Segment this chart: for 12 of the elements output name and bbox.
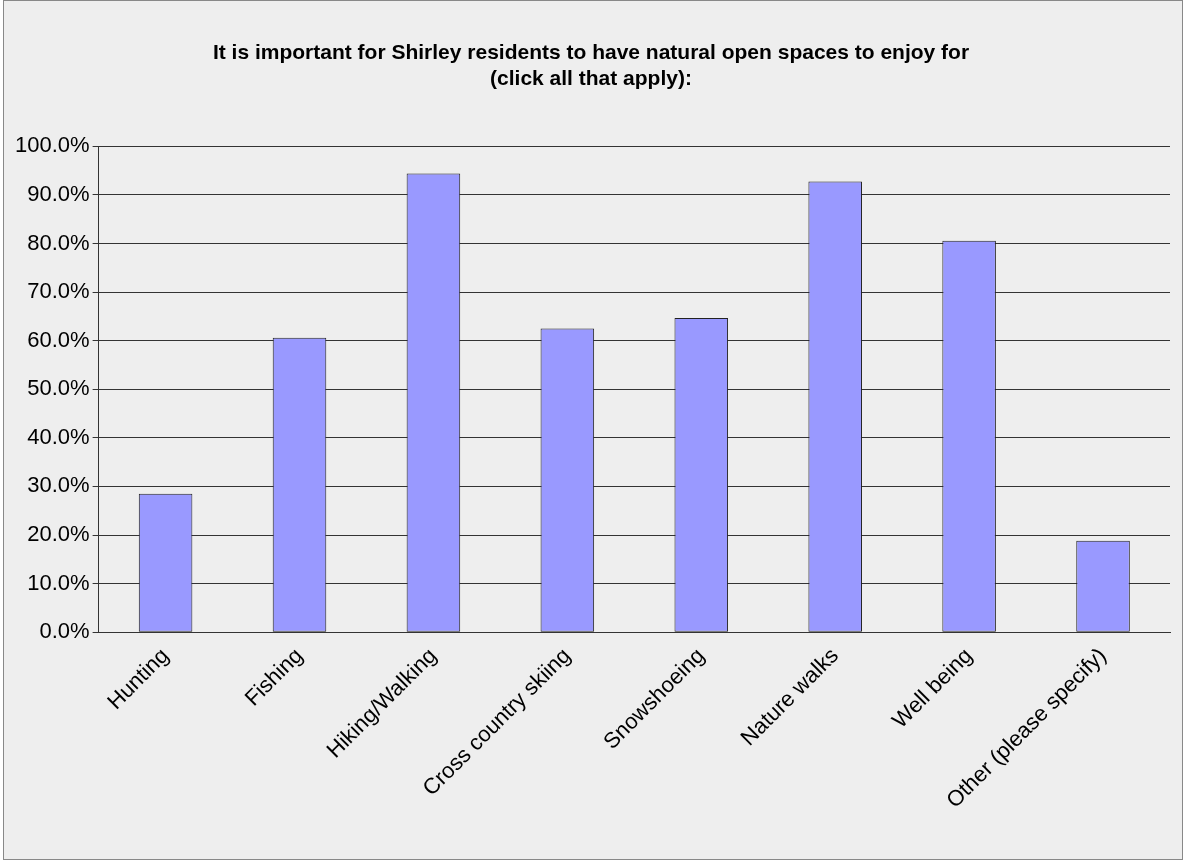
y-tick-label: 50.0%: [27, 375, 90, 401]
y-tick-label: 70.0%: [27, 278, 90, 304]
y-tick-label: 40.0%: [27, 423, 90, 449]
y-tick-label: 60.0%: [27, 326, 90, 352]
y-tick-label: 20.0%: [27, 521, 90, 547]
y-tick-label: 10.0%: [27, 569, 90, 595]
y-tick-label: 80.0%: [27, 229, 90, 255]
y-tick-label: 90.0%: [27, 181, 90, 207]
y-tick-label: 0.0%: [39, 618, 90, 644]
chart-title: It is important for Shirley residents to have natural open spaces to enjoy for (click all that apply):: [212, 40, 970, 89]
y-tick-label: 30.0%: [27, 472, 90, 498]
y-tick-label: 100.0%: [14, 132, 90, 158]
